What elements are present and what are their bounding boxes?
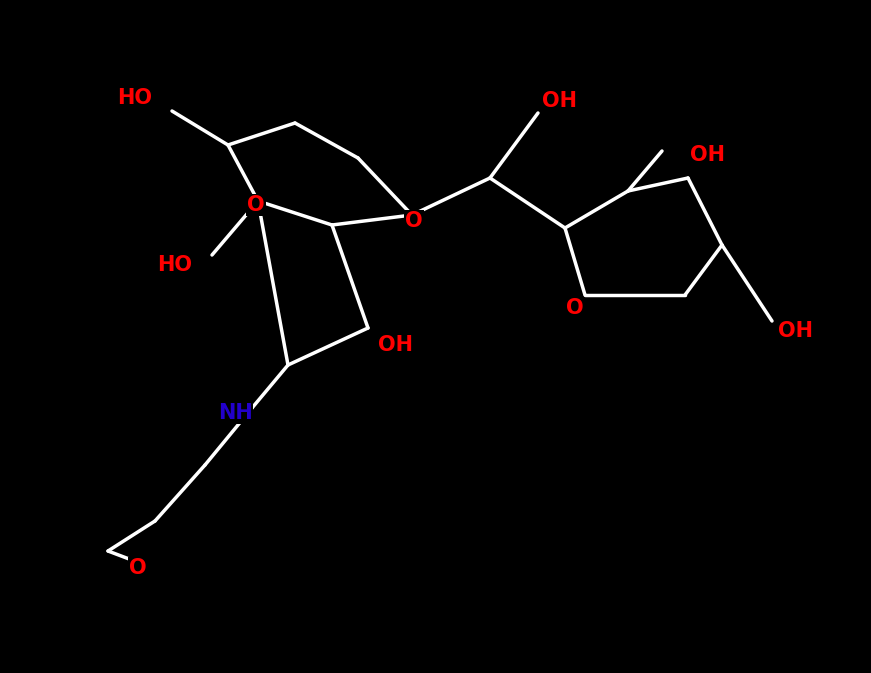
Text: NH: NH xyxy=(218,403,253,423)
Text: OH: OH xyxy=(378,335,413,355)
Text: HO: HO xyxy=(117,88,152,108)
Text: OH: OH xyxy=(542,91,577,111)
Text: O: O xyxy=(247,195,265,215)
Text: O: O xyxy=(129,558,147,578)
Text: O: O xyxy=(566,298,584,318)
Text: O: O xyxy=(405,211,422,231)
Text: OH: OH xyxy=(690,145,725,165)
Text: OH: OH xyxy=(778,321,813,341)
Text: HO: HO xyxy=(157,255,192,275)
